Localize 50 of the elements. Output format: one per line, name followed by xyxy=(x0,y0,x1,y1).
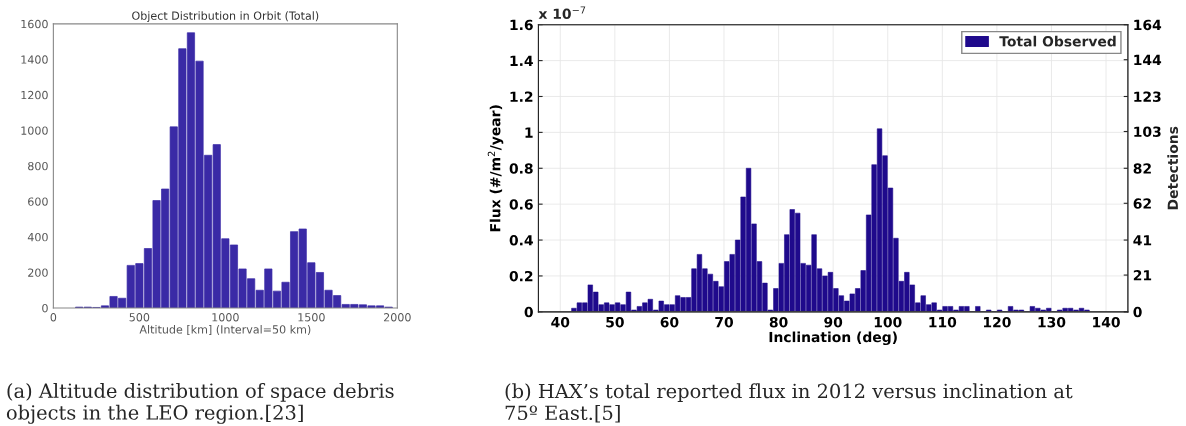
y2-tick-label: 21 xyxy=(1133,270,1152,281)
x-tick-label: 40 xyxy=(551,316,570,328)
y-tick-label: 1.4 xyxy=(510,55,533,66)
y-tick-label: 1.6 xyxy=(510,19,533,31)
y2-tick-label: 62 xyxy=(1133,198,1151,209)
x-tick-label: 1000 xyxy=(212,313,239,322)
x-tick-label: 120 xyxy=(983,316,1011,328)
y-axis-title: Flux (#/m$^{2}$/year) xyxy=(487,105,504,232)
y2-tick-label: 144 xyxy=(1134,54,1162,65)
y-tick-label: 600 xyxy=(28,197,48,206)
x-tick-label: 70 xyxy=(715,316,734,328)
y-tick-label: 400 xyxy=(27,232,48,242)
y2-tick-label: 41 xyxy=(1133,235,1152,246)
x-tick-label: 60 xyxy=(660,316,679,328)
y-tick-label: 0 xyxy=(42,303,48,313)
x-tick-label: 140 xyxy=(1093,316,1120,328)
text: (b) HAX’s total reported flux in 2012 versus inclination at 75º East.[5] xyxy=(505,383,1073,423)
y-tick-label: 1600 xyxy=(21,19,48,29)
y-tick-label: 0.8 xyxy=(509,163,533,174)
y-tick-label: 1400 xyxy=(21,55,48,64)
x-tick-label: 90 xyxy=(824,316,843,328)
legend-label: Total Observed xyxy=(999,35,1116,47)
y-tick-label: 1.2 xyxy=(510,91,533,102)
text: (a) Altitude distribution of space debris objects in the LEO region.[23] xyxy=(6,383,394,424)
y2-tick-label: 82 xyxy=(1133,163,1151,174)
y-tick-label: 0.4 xyxy=(509,235,533,246)
x-axis-title: Altitude [km] (Interval=50 km) xyxy=(139,325,311,335)
y-tick-label: 200 xyxy=(28,268,48,277)
y-tick-label: 1 xyxy=(525,127,533,138)
x-tick-label: 0 xyxy=(50,313,57,322)
y2-axis-title: Detections xyxy=(1167,126,1179,210)
y-tick-label: 1000 xyxy=(21,126,48,135)
y-tick-label: 1200 xyxy=(21,90,48,100)
y-tick-label: 0.2 xyxy=(509,270,533,282)
x-tick-label: 80 xyxy=(769,316,788,328)
chart-title: Object Distribution in Orbit (Total) xyxy=(132,11,319,22)
text: x 10$^{−7}$ xyxy=(538,6,586,20)
x-tick-label: 100 xyxy=(874,316,902,328)
x-tick-label: 130 xyxy=(1038,316,1066,328)
x-axis-title: Inclination (deg) xyxy=(769,331,897,346)
y2-tick-label: 103 xyxy=(1134,126,1161,137)
y2-tick-label: 164 xyxy=(1134,19,1162,31)
x-tick-label: 1500 xyxy=(298,313,325,322)
x-tick-label: 50 xyxy=(606,316,624,328)
x-tick-label: 500 xyxy=(129,313,150,322)
y2-tick-label: 123 xyxy=(1134,91,1161,102)
y-tick-label: 800 xyxy=(28,161,48,171)
x-tick-label: 2000 xyxy=(383,313,411,322)
y-tick-label: 0.6 xyxy=(509,199,533,210)
x-tick-label: 110 xyxy=(929,316,957,328)
